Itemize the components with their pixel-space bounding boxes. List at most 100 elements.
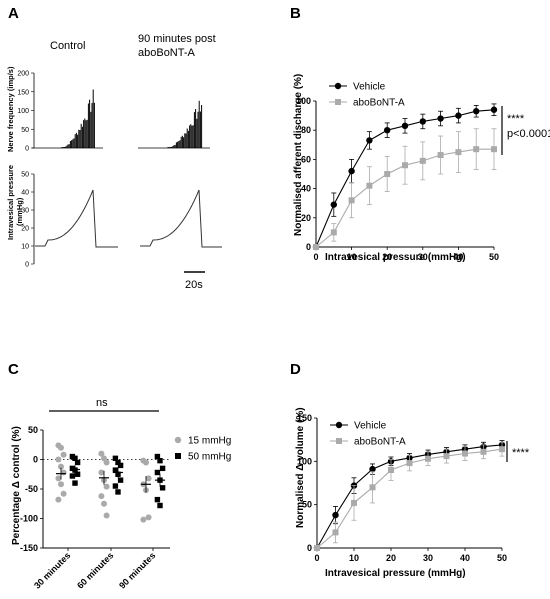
- data-point: [58, 444, 64, 451]
- nerve-tick-label: 150: [17, 89, 29, 96]
- y-tick-label: 0: [307, 543, 312, 553]
- y-tick-label: 60: [301, 154, 311, 164]
- legend-label: Vehicle: [354, 421, 387, 432]
- data-point: [72, 455, 78, 462]
- legend-marker: [335, 99, 341, 105]
- data-point: [74, 459, 81, 466]
- legend-marker: [175, 453, 181, 459]
- d-significance-stars: ****: [512, 447, 530, 459]
- nerve-trace-post: [138, 100, 210, 149]
- data-point: [154, 469, 161, 476]
- x-tick-label: 40: [460, 553, 470, 563]
- legend-marker: [174, 436, 182, 444]
- data-point: [98, 469, 105, 476]
- data-point: [112, 455, 119, 462]
- panel-label-d: D: [290, 361, 301, 378]
- data-point: [74, 471, 81, 477]
- x-tick-label: 10: [349, 553, 359, 563]
- b-axes: 0 10 20 30 40 50 0 20 40 60 80 100: [296, 96, 499, 262]
- y-tick-label: 0: [306, 242, 311, 252]
- panel-label-c: C: [8, 361, 19, 378]
- pressure-tick-label: 0: [25, 262, 29, 269]
- data-point: [348, 167, 355, 175]
- d-axes: 0 10 20 30 40 50 0 50 100 150: [297, 413, 507, 563]
- x-tick-label: 10: [347, 252, 357, 262]
- scale-bar-label: 20s: [185, 279, 203, 291]
- data-point: [112, 467, 119, 473]
- c-legend: 15 mmHg 50 mmHg: [174, 436, 231, 463]
- data-point: [72, 480, 78, 486]
- data-point: [115, 459, 121, 466]
- data-point: [437, 115, 444, 122]
- data-point: [140, 516, 147, 523]
- nerve-tick-label: 50: [21, 127, 29, 134]
- post-label-line2: aboBoNT-A: [138, 47, 196, 59]
- data-point: [425, 455, 431, 462]
- data-point: [406, 460, 413, 467]
- data-point: [157, 457, 163, 464]
- x-tick-label: 0: [314, 553, 319, 563]
- data-point: [103, 483, 110, 490]
- pressure-tick-label: 50: [21, 172, 29, 179]
- data-point: [60, 490, 67, 497]
- data-point: [402, 162, 408, 169]
- data-point: [419, 118, 426, 125]
- b-xlabel: Intravesical pressure (mmHg): [325, 252, 466, 263]
- panel-c: Percentage Δ control (%) ns -150 -100 -50 0…: [11, 397, 231, 591]
- legend-marker: [336, 438, 342, 444]
- y-tick-label: 100: [296, 96, 311, 106]
- data-point: [98, 450, 105, 457]
- y-tick-label: 50: [28, 425, 38, 435]
- data-point: [115, 489, 121, 495]
- y-tick-label: 0: [33, 455, 38, 465]
- data-point: [60, 469, 67, 476]
- data-point: [388, 467, 394, 473]
- x-tick-label: 30: [423, 553, 433, 563]
- y-tick-label: -150: [20, 543, 38, 553]
- data-point: [154, 453, 161, 460]
- data-point: [145, 514, 152, 521]
- nerve-tick-label: 0: [25, 146, 29, 153]
- data-point: [55, 456, 62, 463]
- data-point: [455, 149, 462, 156]
- panel-d: Normalised Δ volume (%) Intravesical pre…: [295, 407, 530, 579]
- d-xlabel: Intravesical pressure (mmHg): [325, 568, 466, 579]
- data-point: [490, 106, 498, 113]
- data-point: [159, 465, 166, 472]
- data-point: [455, 112, 462, 119]
- data-point: [58, 481, 64, 488]
- nerve-tick-label: 200: [17, 71, 29, 78]
- data-point: [332, 511, 339, 519]
- data-point: [366, 182, 373, 189]
- b-pvalue: p<0.0001: [507, 128, 550, 140]
- x-tick-label: 20: [382, 252, 392, 262]
- b-significance-stars: ****: [507, 113, 525, 125]
- data-point: [348, 197, 355, 204]
- data-point: [401, 122, 409, 130]
- d-series: [313, 440, 506, 552]
- data-point: [330, 201, 337, 208]
- y-tick-label: 20: [301, 213, 311, 223]
- nerve-trace-control: [32, 89, 103, 149]
- data-point: [384, 171, 391, 177]
- pressure-tick-label: 20: [21, 226, 29, 233]
- data-point: [55, 475, 62, 482]
- legend-label: Vehicle: [353, 82, 386, 93]
- data-point: [58, 463, 64, 470]
- pressure-trace-post: [140, 189, 222, 248]
- data-point: [437, 152, 444, 159]
- data-point: [101, 500, 107, 507]
- c-ylabel: Percentage Δ control (%): [11, 426, 22, 545]
- data-point: [55, 496, 62, 503]
- data-point: [384, 127, 391, 134]
- pressure-trace-control: [35, 189, 118, 248]
- data-point: [154, 496, 161, 503]
- data-point: [117, 462, 124, 469]
- c-significance-label: ns: [96, 397, 108, 409]
- data-point: [473, 146, 480, 153]
- c-points: [55, 442, 166, 523]
- c-axes: -150 -100 -50 0 50 30 minutes 60 minutes 90 min…: [20, 425, 170, 591]
- data-point: [419, 157, 426, 164]
- data-point: [443, 453, 450, 460]
